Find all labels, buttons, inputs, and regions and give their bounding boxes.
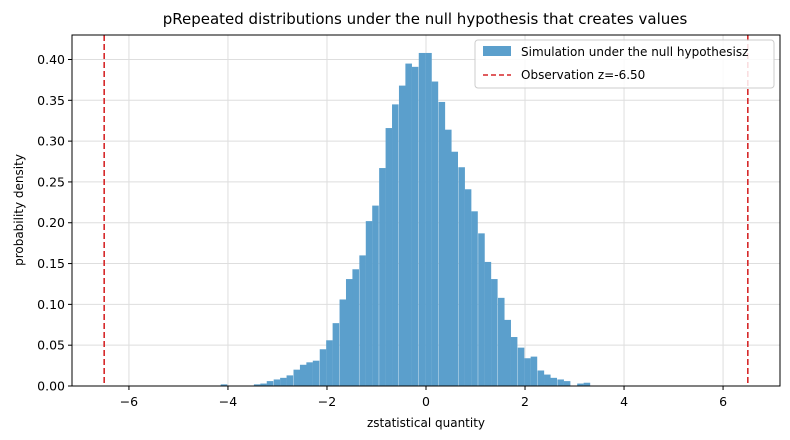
histogram-bar [312, 360, 320, 386]
y-tick-label: 0.30 [37, 134, 65, 149]
histogram-bar [332, 323, 340, 386]
histogram-bar [544, 374, 551, 386]
legend-label-observation: Observation z=-6.50 [521, 68, 645, 82]
histogram-bar [260, 383, 267, 386]
x-tick-label: −2 [318, 394, 336, 409]
legend: Simulation under the null hypothesisz Ob… [474, 39, 775, 89]
histogram-bar [557, 379, 564, 386]
histogram-bar [352, 269, 359, 386]
histogram-bar [510, 337, 518, 386]
histogram-bar [484, 261, 492, 386]
histogram-bar [253, 384, 261, 386]
histogram-bar [359, 255, 366, 386]
histogram-bar [365, 221, 373, 386]
histogram-bar [537, 370, 545, 386]
histogram-bar [220, 384, 228, 386]
y-axis-label: probability density [12, 154, 26, 266]
histogram-bar [577, 383, 584, 386]
histogram-bar [563, 381, 571, 386]
x-tick-label: 0 [422, 394, 430, 409]
histogram-bar [266, 381, 274, 386]
histogram-bar [319, 349, 327, 386]
histogram-bar [293, 369, 301, 386]
chart-title: pRepeated distributions under the null h… [163, 10, 688, 28]
x-tick-label: −4 [219, 394, 237, 409]
y-tick-label: 0.15 [37, 256, 65, 271]
histogram-bar [425, 52, 432, 387]
histogram-bar [411, 66, 419, 386]
histogram-bar [385, 128, 393, 386]
histogram-bars [220, 52, 591, 387]
x-tick-label: 4 [620, 394, 628, 409]
histogram-bar [491, 279, 498, 386]
histogram-bar [497, 297, 505, 386]
histogram-bar [372, 205, 379, 386]
histogram-bar [339, 299, 347, 386]
histogram-bar [418, 52, 426, 387]
histogram-bar [398, 85, 406, 386]
histogram-bar [431, 81, 439, 387]
axis-ticks: −6 −4 −2 0 2 4 6 0.00 0.05 0.10 0.15 0.20 0.25 0.30 0.… [37, 52, 727, 409]
histogram-bar [464, 189, 472, 386]
histogram-bar [438, 101, 446, 387]
histogram-bar [458, 167, 465, 386]
y-tick-label: 0.40 [37, 52, 65, 67]
legend-swatch-histogram [483, 46, 511, 56]
histogram-bar [583, 382, 591, 386]
legend-box [474, 39, 775, 89]
histogram-bar [280, 377, 287, 386]
histogram-bar [444, 129, 452, 387]
histogram-bar [504, 319, 511, 386]
histogram-bar [478, 233, 485, 386]
observation-lines [103, 35, 749, 386]
histogram-bar [471, 211, 478, 386]
histogram-bar [392, 104, 399, 386]
legend-label-histogram: Simulation under the null hypothesisz [521, 45, 748, 59]
y-tick-label: 0.35 [37, 93, 65, 108]
histogram-bar [379, 168, 386, 386]
histogram-bar [517, 347, 525, 386]
histogram-bar [286, 375, 294, 386]
y-tick-label: 0.05 [37, 338, 65, 353]
histogram-bar [524, 358, 531, 386]
histogram-bar [451, 151, 458, 386]
histogram-bar [550, 377, 558, 386]
histogram-bar [306, 362, 313, 386]
y-tick-label: 0.20 [37, 215, 65, 230]
x-tick-label: −6 [120, 394, 138, 409]
y-tick-label: 0.25 [37, 174, 65, 189]
histogram-bar [405, 63, 412, 387]
x-tick-label: 2 [521, 394, 529, 409]
x-axis-label: zstatistical quantity [367, 416, 485, 430]
histogram-bar [299, 364, 307, 386]
histogram-bar [530, 356, 538, 386]
x-tick-label: 6 [719, 394, 727, 409]
y-tick-label: 0.10 [37, 297, 65, 312]
histogram-bar [273, 379, 281, 386]
y-tick-label: 0.00 [37, 379, 65, 394]
histogram-bar [345, 279, 353, 386]
histogram-bar [326, 340, 333, 386]
